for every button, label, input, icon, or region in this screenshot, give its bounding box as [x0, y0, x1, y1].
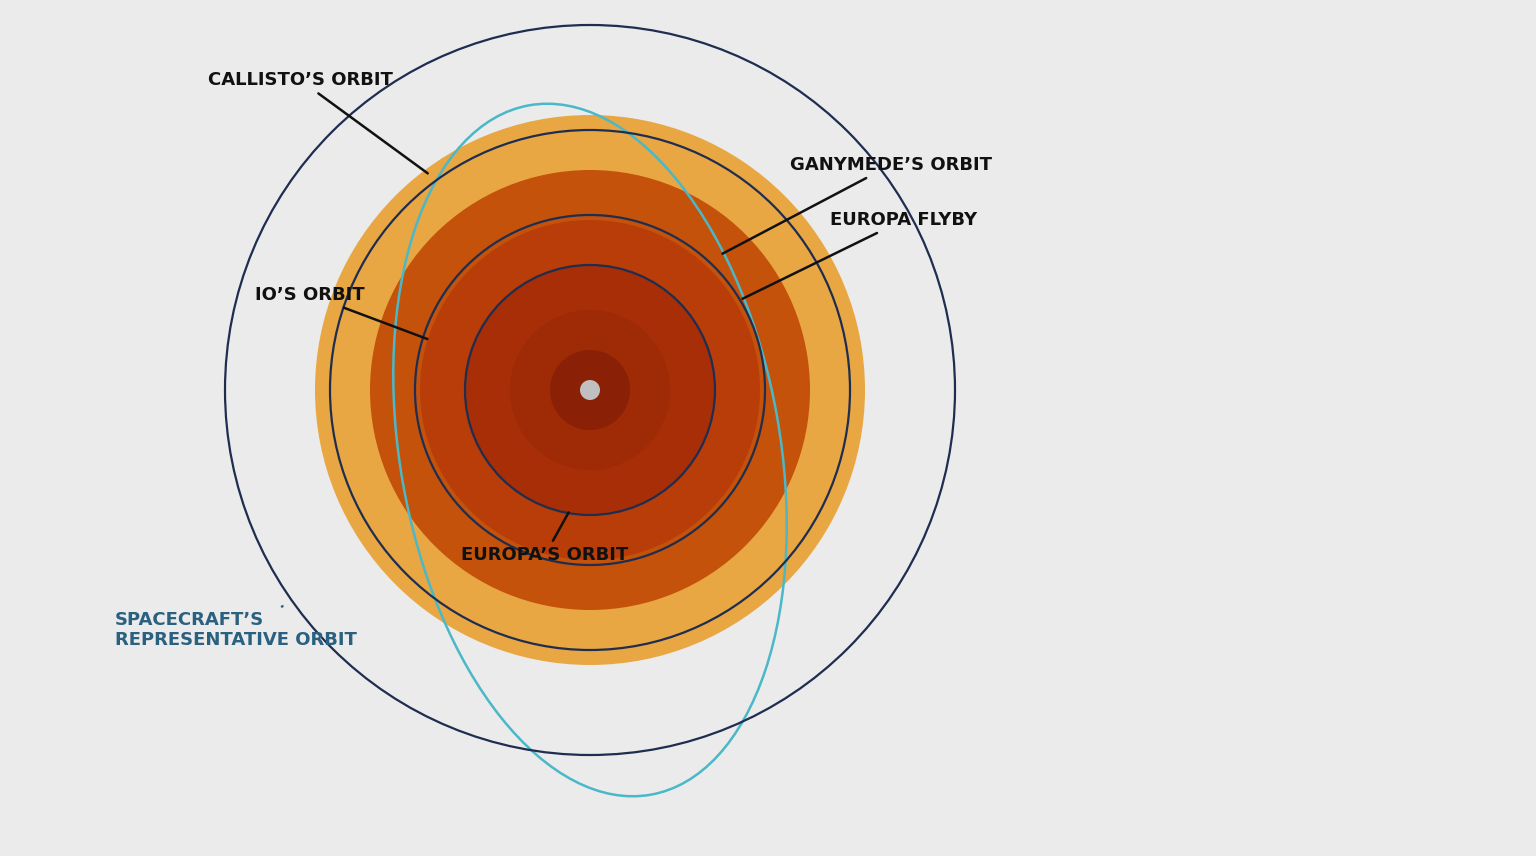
- Ellipse shape: [550, 350, 630, 430]
- Text: SPACECRAFT’S
REPRESENTATIVE ORBIT: SPACECRAFT’S REPRESENTATIVE ORBIT: [115, 606, 356, 650]
- Ellipse shape: [465, 265, 714, 515]
- Text: CALLISTO’S ORBIT: CALLISTO’S ORBIT: [207, 71, 427, 174]
- Ellipse shape: [581, 380, 601, 400]
- Text: EUROPA FLYBY: EUROPA FLYBY: [742, 211, 977, 299]
- Text: EUROPA’S ORBIT: EUROPA’S ORBIT: [461, 513, 628, 564]
- Text: IO’S ORBIT: IO’S ORBIT: [255, 286, 427, 339]
- Ellipse shape: [510, 310, 670, 470]
- Ellipse shape: [370, 170, 809, 610]
- Ellipse shape: [419, 220, 760, 560]
- Ellipse shape: [315, 115, 865, 665]
- Text: GANYMEDE’S ORBIT: GANYMEDE’S ORBIT: [722, 156, 992, 253]
